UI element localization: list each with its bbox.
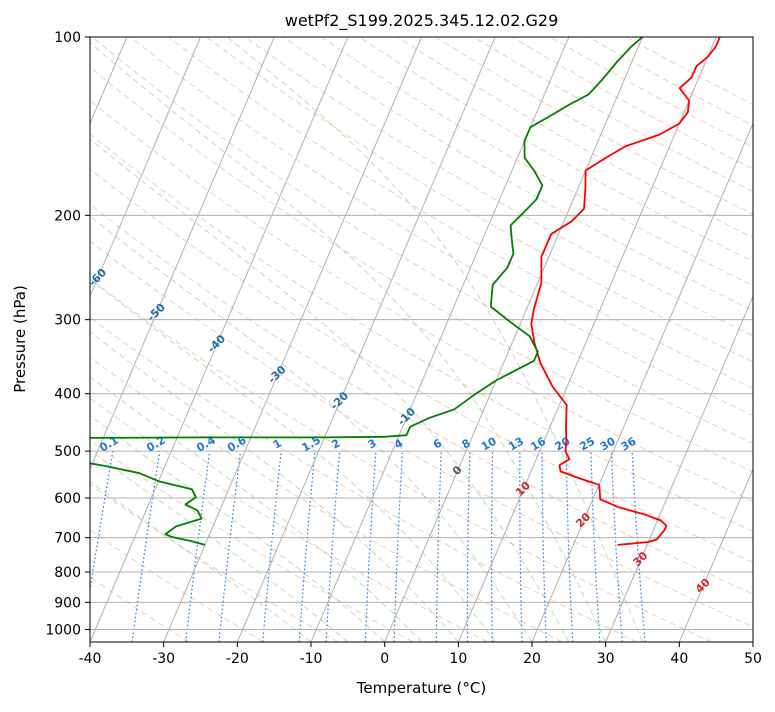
dry-adiabat (0, 37, 712, 642)
x-tick-label: 30 (597, 651, 615, 667)
mixing-ratio-label: 2 (329, 437, 342, 452)
dry-adiabat (550, 37, 775, 642)
isotherm-label: 20 (573, 510, 593, 530)
mixing-ratio-label: 3 (366, 437, 379, 452)
isotherm-line (679, 37, 775, 642)
isotherm-label: -50 (145, 300, 168, 323)
x-tick-label: 10 (449, 651, 467, 667)
isotherm-label: -20 (328, 389, 351, 412)
background-lines (0, 37, 775, 642)
mixing-ratio-line (492, 451, 493, 642)
profile-series (0, 37, 720, 545)
dry-adiabat (207, 37, 775, 642)
moist-adiabat (0, 37, 569, 642)
temperature-line (531, 37, 720, 545)
moist-adiabat (0, 37, 495, 642)
moist-adiabat (227, 37, 642, 642)
isotherm-line (16, 37, 274, 642)
mixing-ratio-line (186, 451, 210, 642)
mixing-ratio-label: 1 (271, 437, 284, 452)
x-tick-label: 50 (744, 651, 762, 667)
isotherm-line (606, 37, 775, 642)
mixing-ratio-line (632, 451, 645, 642)
dry-adiabat (512, 37, 775, 642)
x-tick-label: -10 (300, 651, 323, 667)
y-tick-label: 200 (54, 208, 81, 224)
y-tick-label: 800 (54, 565, 81, 581)
x-tick-label: -20 (226, 651, 249, 667)
isotherm-label: 0 (450, 463, 465, 478)
mixing-ratio-label: 6 (431, 436, 444, 451)
isotherm-label: 30 (630, 549, 650, 569)
moist-adiabat (0, 37, 311, 642)
y-tick-label: 900 (54, 595, 81, 611)
mixing-ratio-label: 4 (392, 436, 405, 451)
y-tick-label: 400 (54, 387, 81, 403)
x-tick-label: -40 (79, 651, 102, 667)
moist-adiabat (0, 37, 532, 642)
x-tick-label: 20 (523, 651, 541, 667)
moist-adiabat (0, 37, 348, 642)
x-tick-label: -30 (152, 651, 175, 667)
isotherm-line (458, 37, 716, 642)
y-tick-label: 300 (54, 313, 81, 329)
dry-adiabat (0, 37, 775, 642)
moist-adiabat (0, 37, 458, 642)
isotherm-label: -60 (86, 266, 109, 289)
dry-adiabat (0, 37, 488, 642)
dry-adiabat (130, 37, 775, 642)
isotherm-line (753, 37, 775, 642)
y-tick-label: 700 (54, 531, 81, 547)
mixing-ratio-line (82, 451, 113, 642)
dry-adiabat (0, 37, 562, 642)
dry-adiabat (359, 37, 775, 642)
mixing-ratio-line (566, 451, 573, 642)
moist-adiabat (0, 37, 385, 642)
mixing-ratio-line (612, 451, 623, 642)
dry-adiabat (436, 37, 775, 642)
x-axis: -40 -30 -20 -10 0 10 20 30 40 50 (79, 642, 762, 667)
dry-adiabat (0, 37, 338, 642)
y-tick-label: 100 (54, 30, 81, 46)
mixing-ratio-line (436, 451, 441, 642)
y-axis: 1000 900 800 700 600 500 400 300 200 100 (45, 30, 90, 638)
isotherm-label: 40 (693, 575, 713, 595)
x-axis-title: Temperature (°C) (356, 679, 486, 697)
x-tick-label: 0 (380, 651, 389, 667)
dry-adiabat (0, 37, 637, 642)
chart-title: wetPf2_S199.2025.345.12.02.G29 (285, 11, 559, 31)
isotherm-label: -40 (205, 332, 228, 355)
y-tick-label: 500 (54, 444, 81, 460)
dry-adiabat (169, 37, 775, 642)
isotherm-label: -70 (25, 235, 48, 258)
dry-adiabat (283, 37, 775, 642)
isotherm-label: 10 (513, 479, 533, 499)
x-tick-label: 40 (670, 651, 688, 667)
dry-adiabat (245, 37, 775, 642)
isotherm-line (385, 37, 643, 642)
dewpoint-line (0, 37, 643, 545)
dry-adiabat (0, 37, 413, 642)
y-tick-label: 1000 (45, 622, 81, 638)
dry-adiabat (588, 37, 775, 642)
y-axis-title: Pressure (hPa) (11, 285, 29, 393)
isotherm-line (237, 37, 495, 642)
y-tick-label: 600 (54, 491, 81, 507)
